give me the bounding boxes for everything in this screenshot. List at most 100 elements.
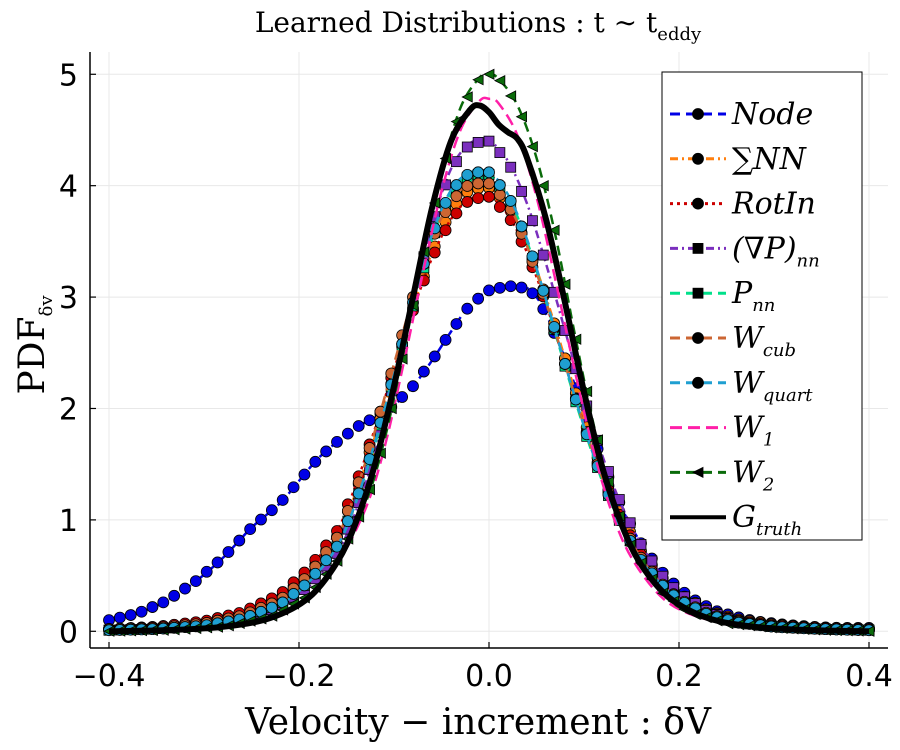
x-tick-label-0: −0.4 [73,659,146,694]
series-6-marker-36 [493,179,506,191]
series-6-marker-18 [298,579,311,592]
legend-marker-4 [692,287,704,299]
series-5-marker-34 [472,177,485,190]
legend-label-sub-8: 2 [762,474,774,495]
series-0-marker-11 [222,546,235,558]
series-0-marker-38 [515,281,528,294]
x-tick-label-3: 0.2 [655,659,703,694]
legend-label-main-5: W [732,321,765,356]
legend-label-5: Wcub [732,321,796,361]
series-0-marker-5 [157,596,170,609]
legend-label-main-6: W [732,366,765,401]
series-2-marker-35 [483,190,495,203]
legend-marker-6 [692,376,704,389]
legend-marker-3 [692,242,704,254]
legend-label-8: W2 [732,455,774,495]
series-6-marker-20 [320,554,333,567]
legend-label-main-8: W [732,455,765,490]
series-0-marker-7 [179,582,191,595]
series-5-marker-32 [450,190,463,203]
series-lines [103,68,875,637]
series-0-marker-31 [439,333,452,346]
y-tick-label-4: 4 [59,170,78,205]
series-3-marker-39 [527,215,538,227]
axes [89,52,888,649]
y-tick-label-0: 0 [59,615,78,650]
series-6-marker-17 [287,588,300,600]
series-3-marker-36 [494,147,506,158]
chart-title: Learned Distributions : t ∼ teddy [255,6,702,45]
series-0-marker-19 [309,455,322,468]
series-8-marker-42 [559,278,571,290]
y-tick-label-3: 3 [59,281,78,316]
legend-item-1: ∑NN [670,142,808,177]
legend-marker-1 [692,152,704,165]
legend-label-sub-9: truth [756,519,802,540]
series-3-marker-49 [635,538,647,550]
series-0-marker-32 [450,318,463,330]
x-tick-label-4: 0.4 [845,659,893,694]
legend-label-9: Gtruth [732,500,802,540]
series-0-marker-21 [331,436,343,448]
series-0-marker-13 [244,523,257,536]
series-0-marker-20 [320,445,333,458]
x-tick-label-2: 0.0 [465,659,513,694]
series-6-marker-42 [559,358,571,370]
series-6-marker-31 [439,196,452,209]
legend-item-7: W1 [670,411,774,451]
series-9 [108,102,870,635]
series-6-marker-37 [504,195,517,207]
y-tick-label-2: 2 [59,392,78,427]
series-2-marker-34 [472,192,485,204]
series-3-marker-40 [537,249,549,261]
series-3-marker-37 [505,161,517,173]
series-2-marker-30 [428,246,441,259]
series-3-marker-32 [451,156,462,168]
series-0-marker-2 [124,609,137,621]
legend-item-5: Wcub [670,321,796,361]
series-0-marker-30 [428,350,441,363]
legend-marker-2 [692,197,704,210]
series-6-marker-34 [472,166,485,179]
series-2-marker-31 [439,224,452,237]
y-axis-label-main: PDF [12,316,53,394]
series-8-marker-41 [548,224,560,236]
series-0-marker-3 [135,605,148,618]
series-0-marker-15 [265,504,278,517]
legend-label-main-1: ∑NN [732,142,808,177]
series-0-marker-28 [407,380,419,393]
series-5-marker-36 [493,189,506,201]
series-0-marker-10 [211,556,224,569]
series-0-marker-39 [526,287,539,300]
legend-item-6: Wquart [670,366,813,406]
y-tick-label-5: 5 [59,58,78,93]
legend-marker-8 [692,466,704,479]
series-0-marker-12 [233,534,246,547]
series-8-marker-34 [472,74,484,86]
series-6-marker-33 [461,168,474,181]
series-0-marker-18 [298,468,311,481]
y-axis-label-sub: δv [36,295,57,317]
y-axis-label: PDFδv [12,295,57,395]
legend-label-sub-3: nn [797,250,820,271]
legend-label-sub-4: nn [752,295,775,316]
x-axis-label: Velocity − increment : δV [244,702,712,743]
series-0-marker-14 [255,513,267,526]
legend-label-main-7: W [732,411,765,446]
legend-label-sub-6: quart [763,385,813,406]
chart-title-main: Learned Distributions : t ∼ t [255,6,658,39]
legend-item-2: RotIn [670,187,816,222]
series-6-marker-40 [537,284,550,297]
series-0-marker-34 [472,292,485,305]
series-3-marker-31 [440,179,451,191]
series-line-9 [108,102,870,635]
legend-label-main-9: G [732,500,756,535]
legend-item-8: W2 [670,455,774,495]
series-6-marker-39 [526,250,539,263]
series-0-marker-22 [341,427,354,440]
series-2-marker-36 [493,201,506,213]
legend-item-3: (∇P)nn [670,231,820,271]
series-5-marker-33 [461,180,474,192]
legend-label-sub-5: cub [763,340,796,361]
chart-title-sub: eddy [657,24,702,45]
